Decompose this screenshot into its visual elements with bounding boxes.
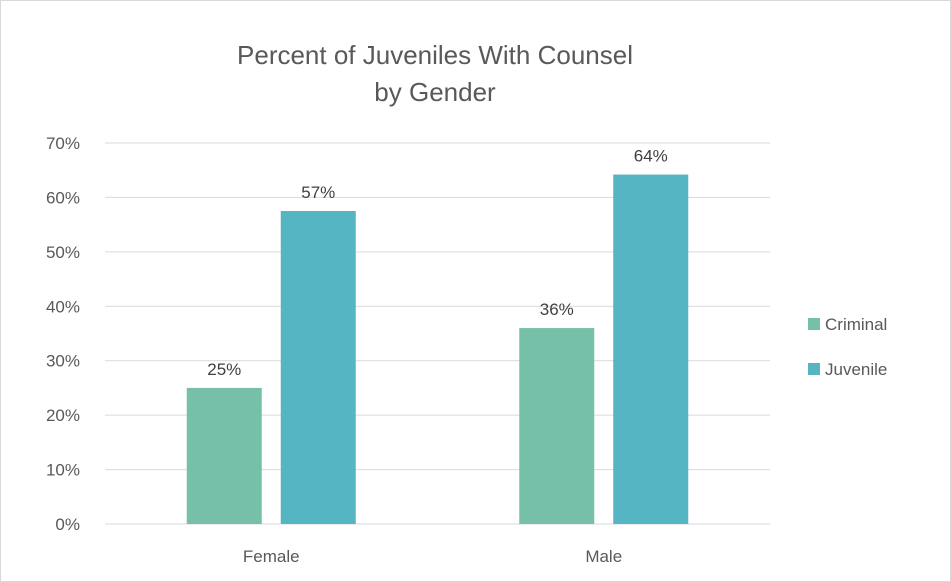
data-label: 36% bbox=[540, 300, 574, 319]
data-labels: 25% 57% 36% 64% bbox=[207, 147, 668, 379]
y-tick-label: 20% bbox=[46, 406, 80, 425]
chart-title-line-1: Percent of Juveniles With Counsel bbox=[237, 40, 633, 70]
x-category-label: Female bbox=[243, 547, 300, 566]
data-label: 64% bbox=[634, 147, 668, 166]
y-tick-label: 10% bbox=[46, 461, 80, 480]
chart-title: Percent of Juveniles With Counsel by Gen… bbox=[237, 40, 633, 107]
y-tick-label: 40% bbox=[46, 297, 80, 316]
y-tick-label: 70% bbox=[46, 134, 80, 153]
bar-juvenile-male bbox=[613, 174, 689, 524]
bar-juvenile-female bbox=[280, 211, 356, 525]
bar-criminal-male bbox=[519, 328, 595, 524]
bar-criminal-female bbox=[186, 387, 262, 524]
y-tick-label: 30% bbox=[46, 352, 80, 371]
legend-swatch-criminal bbox=[808, 318, 820, 330]
legend-label-juvenile: Juvenile bbox=[825, 360, 887, 379]
y-tick-label: 50% bbox=[46, 243, 80, 262]
x-axis: Female Male bbox=[243, 547, 622, 566]
legend-label-criminal: Criminal bbox=[825, 315, 887, 334]
chart-title-line-2: by Gender bbox=[374, 77, 496, 107]
y-axis: 0% 10% 20% 30% 40% 50% 60% 70% bbox=[46, 134, 80, 534]
y-tick-label: 0% bbox=[55, 515, 80, 534]
x-category-label: Male bbox=[585, 547, 622, 566]
data-label: 25% bbox=[207, 360, 241, 379]
bars bbox=[186, 174, 689, 525]
data-label: 57% bbox=[301, 183, 335, 202]
legend: Criminal Juvenile bbox=[808, 315, 887, 379]
y-tick-label: 60% bbox=[46, 188, 80, 207]
legend-swatch-juvenile bbox=[808, 363, 820, 375]
